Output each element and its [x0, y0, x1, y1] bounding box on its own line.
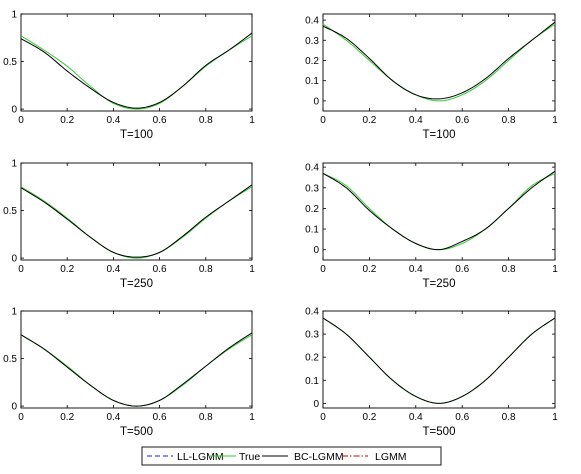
legend-label: LGMM — [375, 451, 407, 463]
y-tick-label: 0.5 — [3, 206, 17, 217]
y-tick-label: 1 — [11, 159, 17, 170]
y-tick-label: 0.4 — [305, 163, 319, 174]
y-tick-label: 1 — [11, 307, 17, 318]
x-axis-label: T=100 — [423, 129, 456, 141]
x-tick-label: 0.8 — [502, 115, 516, 126]
x-tick-label: 0 — [18, 264, 24, 275]
y-tick-label: 0 — [11, 402, 17, 413]
series-line-bc-lgmm — [20, 332, 253, 407]
y-tick-label: 0 — [11, 254, 17, 265]
x-tick-label: 0.6 — [455, 115, 469, 126]
plot-area — [20, 310, 253, 409]
x-tick-label: 0.6 — [455, 264, 469, 275]
series-line-bc-lgmm — [322, 170, 556, 251]
x-tick-label: 1 — [249, 115, 255, 126]
y-tick-label: 0.3 — [305, 183, 319, 194]
plot-area — [322, 310, 556, 409]
plot-area — [20, 162, 253, 261]
panel-5: 0 0.2 0.4 0.6 0.8 1 0 0.5 1 T=500 — [3, 307, 255, 439]
y-tick-label: 0 — [313, 399, 319, 410]
series-line-bc-lgmm — [322, 21, 556, 100]
x-tick-label: 0.8 — [199, 115, 213, 126]
series-line-true — [322, 23, 556, 102]
x-tick-label: 0.2 — [362, 412, 376, 423]
y-tick-label: 0.4 — [305, 307, 319, 318]
x-tick-label: 0.8 — [502, 264, 516, 275]
plot-area — [322, 162, 556, 261]
y-tick-label: 1 — [11, 10, 17, 21]
y-tick-label: 0.2 — [305, 353, 319, 364]
x-tick-label: 0.4 — [106, 115, 120, 126]
panel-3: 0 0.2 0.4 0.6 0.8 1 0 0.5 1 T=250 — [3, 159, 255, 291]
y-tick-label: 0 — [313, 245, 319, 256]
x-tick-label: 0.4 — [106, 264, 120, 275]
plot-area — [322, 13, 556, 112]
plot-area — [20, 13, 253, 112]
x-tick-label: 0.8 — [199, 264, 213, 275]
x-tick-label: 0.6 — [153, 264, 167, 275]
x-axis-label: T=500 — [120, 426, 153, 438]
x-axis-label: T=500 — [423, 426, 456, 438]
x-axis-label: T=250 — [423, 278, 456, 290]
x-tick-label: 0.2 — [362, 115, 376, 126]
x-tick-label: 0.6 — [455, 412, 469, 423]
x-tick-label: 0 — [18, 412, 24, 423]
x-tick-label: 0 — [320, 115, 326, 126]
y-tick-label: 0.3 — [305, 330, 319, 341]
y-tick-label: 0.5 — [3, 57, 17, 68]
x-tick-label: 0.4 — [106, 412, 120, 423]
y-tick-label: 0.1 — [305, 225, 319, 236]
y-tick-label: 0.1 — [305, 76, 319, 87]
x-tick-label: 0.4 — [409, 412, 423, 423]
x-tick-label: 1 — [249, 264, 255, 275]
x-tick-label: 1 — [552, 412, 558, 423]
y-tick-label: 0 — [11, 105, 17, 116]
y-tick-label: 0.1 — [305, 376, 319, 387]
x-tick-label: 0.6 — [153, 412, 167, 423]
legend-label: LL-LGMM — [177, 451, 224, 463]
x-tick-label: 0.2 — [60, 264, 74, 275]
legend: LL-LGMM True BC-LGMM LGMM — [141, 446, 442, 466]
x-tick-label: 0.2 — [60, 412, 74, 423]
x-tick-label: 0 — [18, 115, 24, 126]
series-line-true — [20, 35, 253, 110]
y-tick-label: 0 — [313, 96, 319, 107]
panel-4: 0 0.2 0.4 0.6 0.8 100.10.20.30.4T=250 — [305, 162, 558, 290]
x-tick-label: 0 — [320, 264, 326, 275]
y-tick-label: 0.2 — [305, 204, 319, 215]
y-tick-label: 0.2 — [305, 56, 319, 67]
panel-2: 0 0.2 0.4 0.6 0.8 100.10.20.30.4T=100 — [305, 13, 558, 141]
x-tick-label: 0.2 — [362, 264, 376, 275]
legend-label: BC-LGMM — [294, 451, 344, 463]
x-tick-label: 1 — [552, 264, 558, 275]
series-line-bc-lgmm — [322, 317, 556, 404]
panel-1: 0 0.2 0.4 0.6 0.8 1 0 0.5 1 T=100 — [3, 10, 255, 142]
x-tick-label: 0 — [320, 412, 326, 423]
x-tick-label: 0.4 — [409, 264, 423, 275]
x-axis-label: T=250 — [120, 278, 153, 290]
panel-6: 0 0.2 0.4 0.6 0.8 100.10.20.30.4T=500 — [305, 307, 558, 439]
x-tick-label: 0.2 — [60, 115, 74, 126]
x-tick-label: 0.8 — [502, 412, 516, 423]
x-tick-label: 0.8 — [199, 412, 213, 423]
x-axis-label: T=100 — [120, 129, 153, 141]
y-tick-label: 0.3 — [305, 36, 319, 47]
series-line-bc-lgmm — [20, 32, 253, 109]
series-line-bc-lgmm — [20, 184, 253, 258]
y-tick-label: 0.4 — [305, 16, 319, 27]
x-tick-label: 1 — [249, 412, 255, 423]
legend-box — [141, 446, 442, 466]
y-tick-label: 0.5 — [3, 354, 17, 365]
x-tick-label: 0.6 — [153, 115, 167, 126]
x-tick-label: 1 — [552, 115, 558, 126]
legend-label: True — [239, 451, 260, 463]
x-tick-label: 0.4 — [409, 115, 423, 126]
